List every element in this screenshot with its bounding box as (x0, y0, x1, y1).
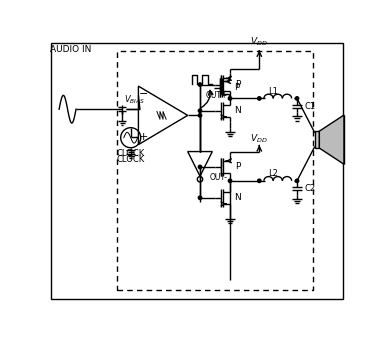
Text: P: P (235, 80, 240, 89)
Text: OUT-: OUT- (210, 173, 228, 182)
Circle shape (295, 97, 299, 100)
Circle shape (198, 196, 202, 199)
Text: N: N (234, 106, 241, 115)
Text: OUT+: OUT+ (205, 91, 228, 100)
Text: P: P (234, 83, 239, 92)
Text: $V_{DD}$: $V_{DD}$ (251, 132, 268, 145)
Text: L2: L2 (268, 170, 278, 178)
Circle shape (198, 114, 202, 117)
Circle shape (198, 83, 202, 86)
Circle shape (228, 97, 232, 100)
Text: +: + (139, 132, 149, 142)
Text: C2: C2 (305, 184, 316, 193)
Circle shape (258, 97, 261, 100)
Text: P: P (235, 162, 240, 172)
Text: AUDIO IN: AUDIO IN (50, 45, 91, 55)
Text: N: N (234, 193, 241, 202)
Text: L1: L1 (268, 87, 278, 96)
Circle shape (198, 109, 202, 113)
Text: CLOCK: CLOCK (117, 148, 145, 158)
Text: CLOCK: CLOCK (117, 155, 145, 164)
Circle shape (295, 179, 299, 182)
Bar (315, 131, 319, 148)
Circle shape (228, 179, 232, 182)
Bar (117, 52, 313, 290)
Circle shape (198, 165, 202, 169)
Text: $V_{BIAS}$: $V_{BIAS}$ (124, 94, 145, 106)
Polygon shape (319, 115, 344, 164)
Circle shape (258, 179, 261, 182)
Text: −: − (139, 89, 149, 99)
Text: $V_{DD}$: $V_{DD}$ (251, 36, 268, 48)
Text: C1: C1 (305, 102, 316, 111)
